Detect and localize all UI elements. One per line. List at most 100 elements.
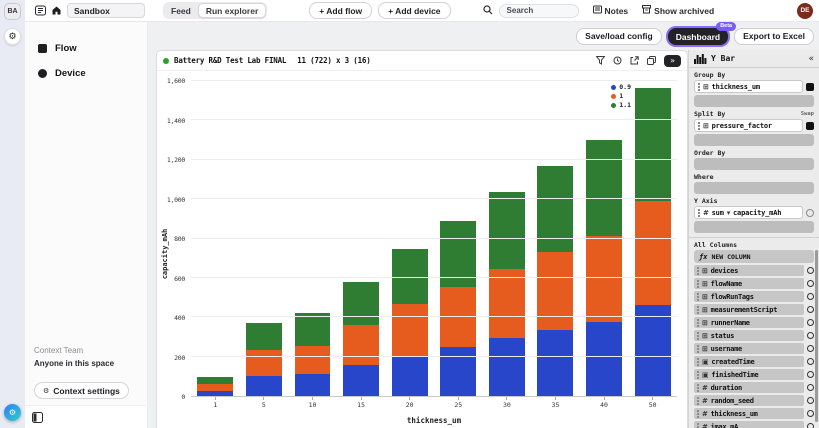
drag-handle-icon[interactable] bbox=[698, 121, 700, 130]
split-by-field[interactable]: ⊞ pressure_factor bbox=[694, 119, 803, 132]
column-pill-duration[interactable]: # duration bbox=[694, 382, 804, 393]
y-axis-drop-zone[interactable] bbox=[694, 221, 814, 233]
drag-handle-icon[interactable] bbox=[697, 396, 699, 405]
chat-widget-icon[interactable]: ⚙ bbox=[4, 404, 21, 421]
search-icon[interactable] bbox=[482, 2, 493, 20]
order-by-drop-zone[interactable] bbox=[694, 158, 814, 170]
drag-handle-icon[interactable] bbox=[697, 318, 699, 327]
bar-segment[interactable] bbox=[586, 235, 623, 323]
add-device-button[interactable]: + Add device bbox=[378, 2, 451, 19]
collapse-panel-icon[interactable] bbox=[32, 411, 43, 423]
drag-handle-icon[interactable] bbox=[697, 409, 699, 418]
bar-segment[interactable] bbox=[197, 391, 234, 396]
bar-segment[interactable] bbox=[343, 364, 380, 396]
home-icon[interactable] bbox=[49, 4, 63, 18]
drag-handle-icon[interactable] bbox=[697, 422, 699, 428]
bar-segment[interactable] bbox=[488, 337, 525, 396]
panel-scrollbar[interactable] bbox=[815, 250, 818, 422]
column-pill-random_seed[interactable]: # random_seed bbox=[694, 395, 804, 406]
visibility-toggle-icon[interactable] bbox=[807, 410, 814, 417]
drag-handle-icon[interactable] bbox=[697, 383, 699, 392]
group-by-color-swatch[interactable] bbox=[806, 82, 814, 91]
context-settings-button[interactable]: ⚙ Context settings bbox=[34, 382, 129, 399]
drag-handle-icon[interactable] bbox=[698, 208, 700, 217]
filter-icon[interactable] bbox=[596, 56, 605, 65]
visibility-toggle-icon[interactable] bbox=[807, 423, 814, 428]
sandbox-input[interactable] bbox=[67, 3, 145, 18]
visibility-toggle-icon[interactable] bbox=[807, 397, 814, 404]
bar-segment[interactable] bbox=[634, 305, 671, 396]
column-pill-createdTime[interactable]: ▣ createdTime bbox=[694, 356, 804, 367]
save-load-config-button[interactable]: Save/load config bbox=[576, 27, 662, 45]
visibility-toggle-icon[interactable] bbox=[807, 280, 814, 287]
visibility-toggle-icon[interactable] bbox=[807, 319, 814, 326]
stacked-bar[interactable] bbox=[343, 81, 380, 396]
sidebar-item-flow[interactable]: Flow bbox=[25, 36, 147, 61]
stacked-bar[interactable] bbox=[537, 81, 574, 396]
collapse-config-icon[interactable]: « bbox=[808, 53, 814, 64]
visibility-toggle-icon[interactable] bbox=[807, 371, 814, 378]
new-column-button[interactable]: ƒx NEW COLUMN bbox=[694, 250, 814, 263]
drag-handle-icon[interactable] bbox=[697, 292, 699, 301]
stacked-bar[interactable] bbox=[245, 81, 282, 396]
drag-handle-icon[interactable] bbox=[697, 370, 699, 379]
expand-chart-icon[interactable]: » bbox=[664, 54, 681, 67]
bar-segment[interactable] bbox=[343, 325, 380, 365]
bar-segment[interactable] bbox=[343, 281, 380, 326]
bar-segment[interactable] bbox=[197, 377, 234, 385]
bar-segment[interactable] bbox=[488, 192, 525, 270]
bar-segment[interactable] bbox=[391, 355, 428, 396]
swap-button[interactable]: Swap bbox=[800, 110, 814, 117]
notes-button[interactable]: Notes bbox=[592, 5, 628, 16]
bar-segment[interactable] bbox=[294, 374, 331, 396]
history-icon[interactable] bbox=[613, 56, 622, 65]
show-archived-button[interactable]: Show archived bbox=[642, 5, 714, 16]
column-pill-finishedTime[interactable]: ▣ finishedTime bbox=[694, 369, 804, 380]
bar-segment[interactable] bbox=[537, 165, 574, 253]
column-pill-status[interactable]: ⊞ status bbox=[694, 330, 804, 341]
visibility-toggle-icon[interactable] bbox=[807, 384, 814, 391]
column-pill-thickness_um[interactable]: # thickness_um bbox=[694, 408, 804, 419]
stacked-bar[interactable] bbox=[197, 81, 234, 396]
bar-segment[interactable] bbox=[294, 313, 331, 346]
where-drop-zone[interactable] bbox=[694, 182, 814, 194]
drag-handle-icon[interactable] bbox=[697, 279, 699, 288]
stacked-bar[interactable] bbox=[440, 81, 477, 396]
search-input[interactable] bbox=[498, 3, 579, 18]
legend-entry[interactable]: 1 bbox=[611, 92, 631, 100]
bar-segment[interactable] bbox=[634, 87, 671, 202]
dashboard-button[interactable]: Dashboard bbox=[667, 28, 729, 46]
visibility-toggle-icon[interactable] bbox=[807, 345, 814, 352]
share-icon[interactable] bbox=[630, 56, 639, 65]
bar-segment[interactable] bbox=[440, 346, 477, 396]
column-pill-flowRunTags[interactable]: ⊞ flowRunTags bbox=[694, 291, 804, 302]
column-pill-imax_mA[interactable]: # imax_mA bbox=[694, 421, 804, 428]
dropdown-caret-icon[interactable]: ▾ bbox=[726, 208, 731, 217]
y-axis-settings-icon[interactable] bbox=[806, 208, 814, 217]
group-by-field[interactable]: ⊞ thickness_um bbox=[694, 80, 803, 93]
bar-segment[interactable] bbox=[245, 376, 282, 396]
bar-segment[interactable] bbox=[245, 323, 282, 350]
workspace-avatar[interactable]: BA bbox=[4, 3, 21, 20]
stacked-bar[interactable] bbox=[634, 81, 671, 396]
sidebar-item-device[interactable]: Device bbox=[25, 61, 147, 86]
visibility-toggle-icon[interactable] bbox=[807, 293, 814, 300]
drag-handle-icon[interactable] bbox=[697, 344, 699, 353]
drag-handle-icon[interactable] bbox=[697, 305, 699, 314]
stacked-bar[interactable] bbox=[294, 81, 331, 396]
column-pill-measurementScript[interactable]: ⊞ measurementScript bbox=[694, 304, 804, 315]
tab-feed[interactable]: Feed bbox=[164, 3, 198, 18]
visibility-toggle-icon[interactable] bbox=[807, 332, 814, 339]
sidebar-toggle-icon[interactable] bbox=[33, 4, 47, 18]
split-by-drop-zone[interactable] bbox=[694, 134, 814, 146]
stacked-bar[interactable] bbox=[391, 81, 428, 396]
bar-segment[interactable] bbox=[537, 252, 574, 331]
bar-segment[interactable] bbox=[488, 269, 525, 338]
legend-entry[interactable]: 0.9 bbox=[611, 83, 631, 91]
column-pill-runnerName[interactable]: ⊞ runnerName bbox=[694, 317, 804, 328]
drag-handle-icon[interactable] bbox=[697, 266, 699, 275]
drag-handle-icon[interactable] bbox=[697, 331, 699, 340]
settings-gear-icon[interactable]: ⚙ bbox=[4, 28, 21, 45]
bar-segment[interactable] bbox=[294, 345, 331, 375]
bar-segment[interactable] bbox=[245, 349, 282, 377]
